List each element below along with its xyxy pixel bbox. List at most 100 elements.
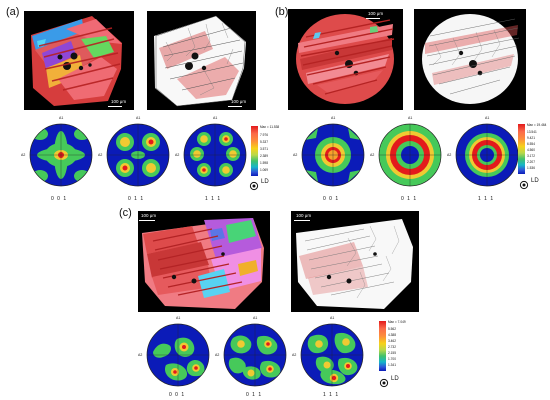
panel-c-pole-label-001: 0 0 1: [169, 392, 186, 398]
panel-a-ld-label: LD: [261, 179, 269, 185]
panel-a-pole-figure-001-svg: [29, 123, 93, 187]
panel-a-legend-value-0: Max = 11.538: [260, 125, 280, 129]
panel-b-legend-value-4: 4.560: [527, 148, 535, 152]
panel-c-left-scale-bar: [139, 220, 155, 221]
panel-a-right-scale-label: 100 μm: [231, 99, 247, 104]
panel-a-left-scale-label: 100 μm: [111, 99, 127, 104]
panel-a-legend-value-2: 5.337: [260, 140, 268, 144]
panel-c-kam-map-svg: [291, 211, 419, 312]
panel-b-ipf-map: 100 μm: [288, 9, 403, 110]
panel-b-pf-111-top-axis: A1: [485, 116, 490, 120]
panel-c-right-scale-bar: [294, 220, 310, 221]
panel-c-legend-color-bar: [379, 321, 386, 371]
panel-a-legend-value-5: 1.598: [260, 161, 268, 165]
panel-b-pole-figure-011: A1 A2: [370, 116, 445, 190]
panel-c-legend: Max = 7.049 5.562 4.388 3.462 2.732 2.15…: [379, 320, 411, 371]
panel-c-pf-111-top-axis: A1: [330, 316, 335, 320]
panel-b-pole-label-011: 0 1 1: [401, 196, 418, 202]
panel-a-pole-figure-011-svg: [106, 123, 170, 187]
panel-c-legend-value-1: 5.562: [388, 327, 396, 331]
panel-c-legend-value-2: 4.388: [388, 333, 396, 337]
panel-c-pf-011-top-axis: A1: [253, 316, 258, 320]
panel-b-pole-figure-111-svg: [455, 123, 519, 187]
panel-label-b: (b): [275, 6, 289, 18]
panel-c-ld-label: LD: [391, 376, 399, 382]
panel-a-pole-figure-111-svg: [183, 123, 247, 187]
panel-a-pole-label-011: 0 1 1: [128, 196, 145, 202]
panel-a-legend-color-bar: [251, 126, 258, 176]
panel-a-legend: Max = 11.538 7.976 5.337 3.571 2.389 1.5…: [251, 125, 283, 176]
panel-c-pole-figure-011-svg: [223, 323, 287, 387]
panel-c-legend-value-5: 2.155: [388, 351, 396, 355]
panel-c-left-scale-label: 100 μm: [141, 213, 157, 218]
panel-b-legend-color-bar: [518, 124, 525, 174]
panel-c-pole-figure-111: A1 A2: [292, 316, 367, 390]
panel-b-pf-011-left-axis: A2: [370, 153, 375, 157]
panel-a-pf-011-top-axis: A1: [136, 116, 141, 120]
panel-c-pole-figure-001-svg: [146, 323, 210, 387]
panel-b-pole-label-001: 0 0 1: [323, 196, 340, 202]
panel-b-pole-figure-001-svg: [301, 123, 365, 187]
panel-c-ipf-map: 100 μm: [138, 211, 270, 312]
panel-a-legend-value-4: 2.389: [260, 154, 268, 158]
panel-a-left-scale-bar: [108, 106, 122, 107]
panel-b-kam-map: [414, 9, 526, 110]
panel-c-kam-map: 100 μm: [291, 211, 419, 312]
panel-b-pole-figure-001: A1 A2: [293, 116, 368, 190]
panel-c-legend-value-6: 1.700: [388, 357, 396, 361]
panel-a-pole-figure-001: A1 A2: [21, 116, 96, 190]
panel-c-pole-figure-011: A1 A2: [215, 316, 290, 390]
panel-c-pole-figure-001: A1 A2: [138, 316, 213, 390]
panel-c-ld-symbol: [379, 375, 389, 388]
panel-b-kam-map-svg: [414, 9, 526, 110]
panel-b-legend: Max = 19.464 13.541 9.421 6.554 4.560 3.…: [518, 123, 550, 174]
panel-a-pf-111-left-axis: A2: [175, 153, 180, 157]
panel-a-pole-figure-011: A1 A2: [98, 116, 173, 190]
panel-a-ipf-map: 100 μm: [24, 11, 134, 110]
panel-label-a: (a): [6, 6, 20, 18]
panel-a-pole-label-001: 0 0 1: [51, 196, 68, 202]
panel-c-legend-value-7: 1.341: [388, 363, 396, 367]
panel-c-pole-label-011: 0 1 1: [246, 392, 263, 398]
panel-a-legend-value-1: 7.976: [260, 133, 268, 137]
panel-c-legend-value-4: 2.732: [388, 345, 396, 349]
panel-a-ld-symbol: [249, 178, 259, 191]
panel-b-pole-figure-111: A1 A2: [447, 116, 522, 190]
panel-a-pf-001-left-axis: A2: [21, 153, 26, 157]
panel-b-ipf-map-svg: [288, 9, 403, 110]
panel-c-pf-111-left-axis: A2: [292, 353, 297, 357]
panel-a-legend-value-3: 3.571: [260, 147, 268, 151]
panel-a-pf-001-top-axis: A1: [59, 116, 64, 120]
panel-c-legend-value-3: 3.462: [388, 339, 396, 343]
panel-b-legend-value-0: Max = 19.464: [527, 123, 547, 127]
panel-c-ipf-map-svg: [138, 211, 270, 312]
panel-b-legend-value-7: 1.536: [527, 166, 535, 170]
panel-b-legend-value-6: 2.207: [527, 160, 535, 164]
panel-c-pole-figure-111-svg: [300, 323, 364, 387]
panel-b-pole-figure-011-svg: [378, 123, 442, 187]
panel-b-pf-011-top-axis: A1: [408, 116, 413, 120]
panel-a-pf-011-left-axis: A2: [98, 153, 103, 157]
panel-a-kam-map-svg: [147, 11, 256, 110]
panel-a-pf-111-top-axis: A1: [213, 116, 218, 120]
panel-c-right-scale-label: 100 μm: [296, 213, 312, 218]
panel-a-pole-figure-111: A1 A2: [175, 116, 250, 190]
panel-b-pf-111-left-axis: A2: [447, 153, 452, 157]
panel-b-ld-label: LD: [531, 178, 539, 184]
panel-a-kam-map: 100 μm: [147, 11, 256, 110]
panel-c-pf-001-left-axis: A2: [138, 353, 143, 357]
panel-b-ld-symbol: [519, 177, 529, 190]
panel-b-pole-label-111: 1 1 1: [478, 196, 495, 202]
panel-label-c: (c): [119, 207, 132, 219]
panel-b-legend-value-5: 3.172: [527, 154, 535, 158]
panel-a-pole-label-111: 1 1 1: [205, 196, 222, 202]
panel-b-legend-value-3: 6.554: [527, 142, 535, 146]
panel-b-legend-value-2: 9.421: [527, 136, 535, 140]
panel-a-right-scale-bar: [228, 106, 242, 107]
panel-c-pf-011-left-axis: A2: [215, 353, 220, 357]
panel-b-scale-bar: [366, 18, 380, 19]
panel-c-pf-001-top-axis: A1: [176, 316, 181, 320]
panel-a-ipf-map-svg: [24, 11, 134, 110]
panel-b-scale-label: 100 μm: [368, 11, 384, 16]
